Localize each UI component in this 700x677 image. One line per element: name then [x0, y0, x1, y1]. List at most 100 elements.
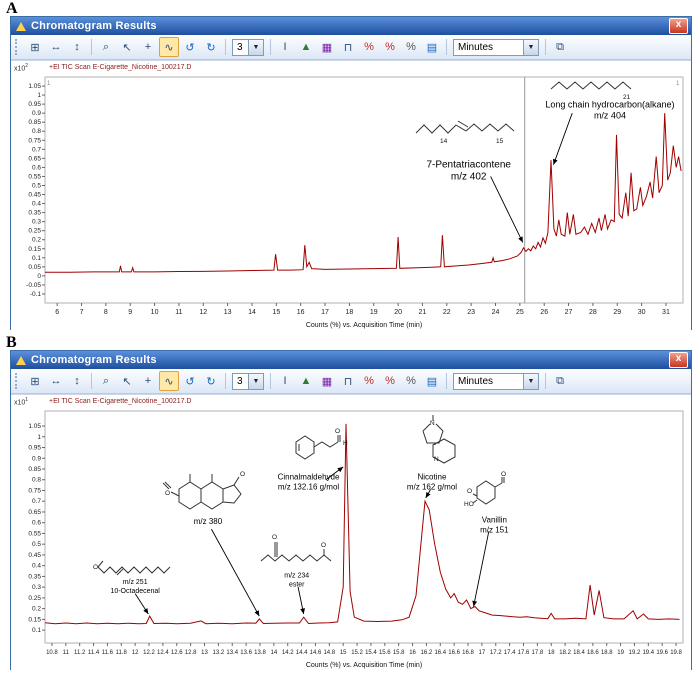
x-tick-label: 18.6: [587, 650, 599, 656]
peak-marker-icon[interactable]: ▲: [300, 375, 312, 387]
atom-label: O: [240, 471, 245, 478]
y-tick-label: 0.9: [32, 110, 41, 117]
x-tick-label: 19.2: [629, 650, 641, 656]
y-tick-label: 0.95: [28, 445, 41, 452]
x-units-combo-value: Minutes: [458, 375, 494, 387]
toolbar-grip[interactable]: [15, 373, 20, 389]
annotation-arrowhead: [143, 608, 149, 614]
normalize-all-icon[interactable]: %: [406, 41, 416, 53]
chevron-down-icon[interactable]: ▼: [523, 373, 538, 389]
copy-icon[interactable]: ⧉: [556, 40, 564, 53]
normalize-x-icon[interactable]: %: [364, 41, 374, 53]
toolbar-separator: [545, 373, 546, 389]
normalize-y-icon[interactable]: %: [385, 41, 395, 53]
close-button[interactable]: x: [669, 352, 688, 368]
toolbar-separator: [225, 373, 226, 389]
annotation-arrow: [490, 176, 524, 243]
title-bar[interactable]: Chromatogram Results x: [11, 17, 691, 35]
chevron-down-icon[interactable]: ▼: [248, 373, 263, 389]
x-tick-label: 14: [271, 650, 278, 656]
x-tick-label: 11.8: [116, 650, 128, 656]
chart-area[interactable]: x101 +EI TIC Scan E-Cigarette_Nicotine_1…: [11, 394, 691, 671]
x-units-combo[interactable]: Minutes ▼: [453, 38, 539, 56]
x-axis-label: Counts (%) vs. Acquisition Time (min): [306, 662, 422, 669]
chevron-down-icon[interactable]: ▼: [248, 39, 263, 55]
chromatogram-window-a: Chromatogram Results x ⊞ ↔ ↕ ⌕ ↖ + ∿ ↺ ↻ 3 ▼ I ▲ ▦ ⊓%%…: [10, 16, 692, 331]
smoothing-combo[interactable]: 3 ▼: [232, 372, 264, 390]
peak-marker-icon[interactable]: ▲: [300, 41, 312, 53]
scale-x-icon[interactable]: ↔: [50, 41, 62, 53]
y-tick-label: 0.25: [28, 228, 41, 235]
annotation-text: m/z 404: [594, 111, 626, 121]
chart-area[interactable]: x102 +EI TIC Scan E-Cigarette_Nicotine_1…: [11, 60, 691, 331]
x-tick-label: 18.4: [573, 650, 585, 656]
y-tick-label: 0: [37, 273, 41, 280]
x-tick-label: 15: [272, 309, 280, 316]
x-tick-label: 17: [479, 650, 486, 656]
x-tick-label: 11.4: [88, 650, 100, 656]
spectrum-icon[interactable]: ▦: [321, 375, 333, 388]
chromatogram-icon: [16, 22, 26, 31]
close-button[interactable]: x: [669, 18, 688, 34]
y-tick-label: 0.35: [28, 210, 41, 217]
overlay-icon[interactable]: ▤: [426, 375, 438, 388]
chromatogram-plot-a[interactable]: 1.05 1 0.95 0.9 0.85 0.8 0.75 0.7 0.65 0.6 0.55 0.5…: [11, 61, 691, 331]
zoom-icon[interactable]: ⌕: [102, 40, 110, 53]
chromatogram-plot-b[interactable]: 1.05 1 0.95 0.9 0.85 0.8 0.75 0.7 0.65 0.6 0.55 0.5…: [11, 395, 691, 671]
scale-y-icon[interactable]: ↕: [74, 375, 80, 387]
manual-integration-icon[interactable]: ∿: [159, 371, 179, 391]
pointer-icon[interactable]: ↖: [122, 41, 132, 54]
title-bar[interactable]: Chromatogram Results x: [11, 351, 691, 369]
x-tick-label: 22: [443, 309, 451, 316]
undo-icon[interactable]: ↺: [185, 375, 195, 388]
y-tick-label: 0.3: [32, 219, 41, 226]
x-tick-label: 16.6: [448, 650, 460, 656]
normalize-all-icon[interactable]: %: [406, 375, 416, 387]
smoothing-combo-value: 3: [237, 375, 243, 387]
chevron-down-icon[interactable]: ▼: [523, 39, 538, 55]
crosshair-icon[interactable]: +: [144, 375, 152, 387]
toolbar-separator: [446, 373, 447, 389]
fit-to-window-icon[interactable]: ⊞: [30, 375, 40, 388]
toolbar-separator: [270, 39, 271, 55]
toolbar-grip[interactable]: [15, 39, 20, 55]
y-tick-label: 0.9: [32, 455, 41, 462]
x-tick-label: 18: [345, 309, 353, 316]
zoom-icon[interactable]: ⌕: [102, 374, 110, 387]
pointer-icon[interactable]: ↖: [122, 375, 132, 388]
annotation-arrowhead: [518, 236, 523, 243]
copy-icon[interactable]: ⧉: [556, 374, 564, 387]
spectrum-icon[interactable]: ▦: [321, 41, 333, 54]
annotation-arrow: [473, 531, 490, 607]
toolbar: ⊞ ↔ ↕ ⌕ ↖ + ∿ ↺ ↻ 3 ▼ I ▲ ▦ ⊓%%% ▤ Minutes ▼ ⧉: [11, 369, 691, 394]
y-tick-label: 0.1: [32, 627, 41, 634]
y-tick-label: 0.75: [28, 137, 41, 144]
baseline-icon[interactable]: ⊓: [343, 375, 353, 388]
manual-integration-icon[interactable]: ∿: [159, 37, 179, 57]
x-tick-label: 11: [175, 309, 182, 316]
cursor-info-icon[interactable]: I: [283, 375, 287, 387]
x-units-combo[interactable]: Minutes ▼: [453, 372, 539, 390]
y-tick-label: 0.55: [28, 173, 41, 180]
redo-icon[interactable]: ↻: [206, 41, 216, 54]
undo-icon[interactable]: ↺: [185, 41, 195, 54]
redo-icon[interactable]: ↻: [206, 375, 216, 388]
x-tick-label: 18.2: [559, 650, 571, 656]
fit-to-window-icon[interactable]: ⊞: [30, 41, 40, 54]
y-tick-label: 0.5: [32, 182, 41, 189]
overlay-icon[interactable]: ▤: [426, 41, 438, 54]
scale-y-icon[interactable]: ↕: [74, 41, 80, 53]
smoothing-combo[interactable]: 3 ▼: [232, 38, 264, 56]
baseline-icon[interactable]: ⊓: [343, 41, 353, 54]
normalize-x-icon[interactable]: %: [364, 375, 374, 387]
annotation-text: m/z 251: [123, 579, 148, 586]
x-tick-label: 10: [151, 309, 159, 316]
toolbar-separator: [545, 39, 546, 55]
y-tick-label: 0.2: [32, 237, 41, 244]
x-tick-label: 14.2: [282, 650, 294, 656]
y-axis-multiplier: x101: [14, 397, 29, 407]
scale-x-icon[interactable]: ↔: [50, 375, 62, 387]
cursor-info-icon[interactable]: I: [283, 41, 287, 53]
crosshair-icon[interactable]: +: [144, 41, 152, 53]
normalize-y-icon[interactable]: %: [385, 375, 395, 387]
